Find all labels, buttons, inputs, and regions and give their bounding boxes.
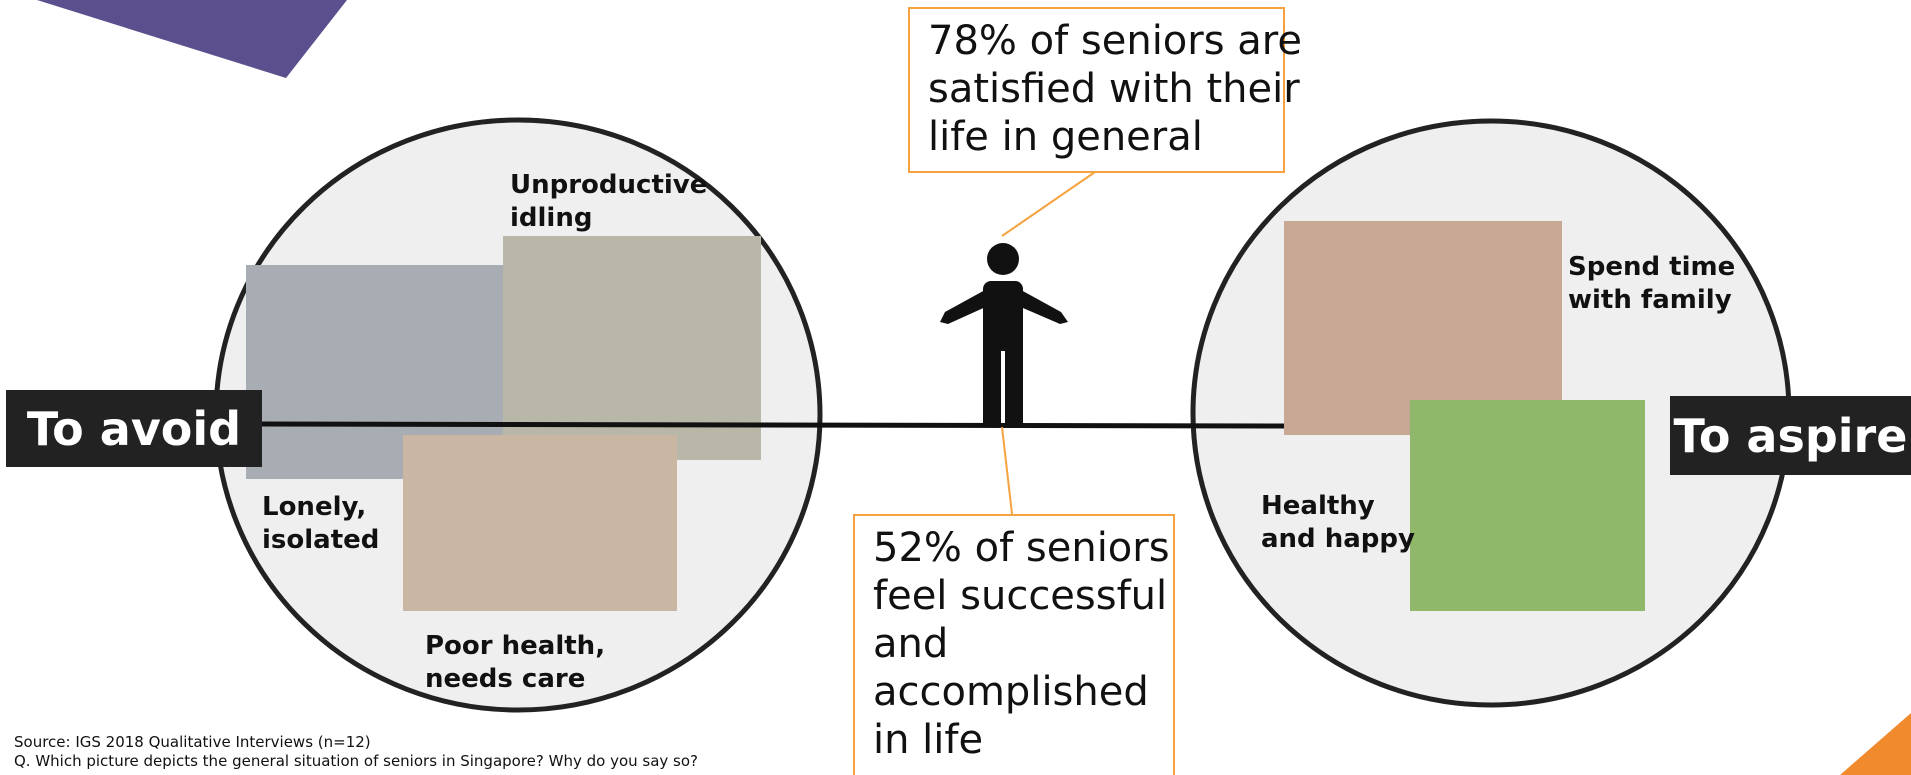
photo-label: Lonely,isolated	[262, 491, 379, 557]
corner-triangle	[1840, 713, 1911, 775]
text-line: in life	[873, 716, 1155, 764]
text-line: idling	[510, 202, 707, 235]
source-note: Source: IGS 2018 Qualitative Interviews …	[14, 733, 698, 752]
slide: To avoid To aspire Unproductiveidling Lo…	[0, 0, 1911, 775]
text-line: satisfied with their	[928, 65, 1265, 113]
person-icon	[940, 243, 1068, 424]
text-line: and	[873, 620, 1155, 668]
photo-label: Poor health,needs care	[425, 630, 605, 696]
corner-triangle	[37, 0, 347, 78]
text-line: with family	[1568, 284, 1735, 317]
text-line: 52% of seniors	[873, 524, 1155, 572]
side-label: To avoid	[6, 390, 262, 467]
text-line: isolated	[262, 524, 379, 557]
text-line: Unproductive	[510, 169, 707, 202]
text-line: life in general	[928, 113, 1265, 161]
text-line: feel successful	[873, 572, 1155, 620]
connector	[1002, 172, 1095, 236]
text-line: and happy	[1261, 523, 1415, 556]
text-line: Healthy	[1261, 490, 1415, 523]
balance-line	[262, 424, 1284, 426]
text-line: Poor health,	[425, 630, 605, 663]
question-note: Q. Which picture depicts the general sit…	[14, 752, 698, 771]
text-line: Spend time	[1568, 251, 1735, 284]
text-line: accomplished	[873, 668, 1155, 716]
footer: Source: IGS 2018 Qualitative Interviews …	[14, 733, 698, 771]
photo	[1410, 400, 1645, 611]
text-line: needs care	[425, 663, 605, 696]
photo	[403, 435, 677, 611]
connector	[1002, 427, 1012, 514]
text-line: Lonely,	[262, 491, 379, 524]
text-line: 78% of seniors are	[928, 17, 1265, 65]
side-label: To aspire	[1670, 396, 1911, 475]
